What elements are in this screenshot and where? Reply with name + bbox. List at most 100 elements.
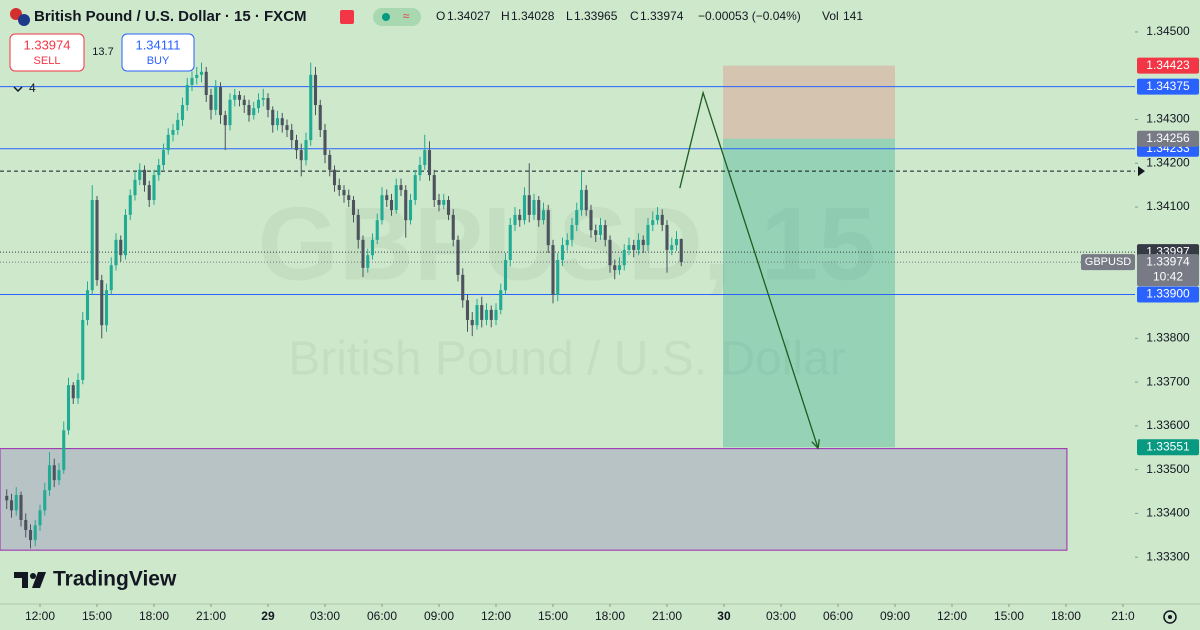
candle-body (361, 239, 365, 268)
candle-body (81, 319, 85, 380)
x-tick-label: 03:00 (310, 609, 340, 623)
candle-body (313, 74, 318, 106)
countdown: 10:42 (1153, 269, 1183, 283)
candle-body (71, 385, 75, 399)
candle-body (598, 224, 603, 236)
candle-body (465, 300, 470, 320)
y-tick-label: 1.34300 (1146, 112, 1190, 126)
candle-body (166, 134, 170, 151)
candle-body (494, 309, 498, 320)
candle-body (100, 280, 104, 326)
candle-body (76, 379, 80, 399)
y-tick-label: 1.33700 (1146, 374, 1190, 388)
candle-body (152, 175, 156, 201)
candle-body (43, 490, 47, 511)
candle-body (394, 185, 398, 211)
y-tick-label: 1.33300 (1146, 549, 1190, 563)
candle-body (294, 140, 299, 151)
spread: 13.7 (92, 46, 113, 58)
logo-text: TradingView (53, 568, 177, 591)
x-tick-label: 12:00 (25, 609, 55, 623)
candle-body (589, 210, 593, 231)
candle-body (579, 189, 584, 211)
candle-body (128, 195, 132, 215)
indicators-toggle[interactable] (13, 86, 23, 93)
candle-body (660, 214, 664, 225)
candle-body (304, 140, 308, 161)
candle-body (380, 195, 384, 221)
market-status-icon[interactable] (340, 10, 354, 24)
data-status-pill[interactable] (373, 8, 421, 26)
x-tick-label: 15:00 (538, 609, 568, 623)
target-zone (723, 138, 895, 448)
candle-body (470, 319, 474, 326)
candle-body (446, 200, 451, 215)
candle-body (119, 239, 123, 256)
candle-body (622, 249, 626, 266)
candle-body (290, 129, 294, 141)
candle-body (66, 385, 71, 431)
candle-body (199, 71, 204, 75)
x-tick-label: 09:00 (880, 609, 910, 623)
stop-zone (723, 65, 895, 139)
price-label-box (1137, 57, 1199, 74)
candles (5, 62, 683, 549)
candle-body (337, 185, 341, 190)
buy-button[interactable] (121, 33, 195, 72)
candle-body (399, 185, 403, 190)
alert-marker (1138, 166, 1145, 177)
ohlc-label: H (501, 9, 510, 23)
candle-body (551, 245, 555, 295)
candle-body (223, 115, 227, 126)
candle-body (195, 74, 199, 78)
sell-button[interactable] (9, 33, 85, 72)
candle-body (104, 290, 109, 326)
y-tick-label: 1.33400 (1146, 506, 1190, 520)
candle-body (185, 84, 189, 106)
candle-body (560, 245, 565, 260)
symbol-title[interactable]: British Pound / U.S. Dollar · 15 · FXCM (34, 8, 307, 25)
candle-body (480, 305, 484, 320)
price-label-box (1137, 439, 1199, 456)
candle-body (47, 465, 52, 491)
forecast-arrow (679, 90, 819, 449)
hidden-indicator-count: 4 (29, 81, 36, 95)
candle-body (275, 118, 280, 126)
candle-body (641, 239, 645, 246)
candle-body (233, 94, 237, 100)
candle-body (451, 214, 455, 240)
header: British Pound / U.S. Dollar · 15 · FXCM … (9, 8, 863, 95)
candle-body (309, 74, 313, 141)
candle-body (28, 530, 33, 541)
x-tick-label: 15:00 (82, 609, 112, 623)
ohlc-label: L (566, 9, 573, 23)
candle-body (176, 119, 180, 130)
ohlc-value: 1.33965 (574, 9, 618, 23)
price-label: 1.34375 (1146, 79, 1190, 93)
candle-body (427, 150, 432, 176)
y-tick-label: 1.34200 (1146, 155, 1190, 169)
candle-body (347, 195, 351, 201)
candle-body (537, 200, 541, 221)
candle-body (413, 175, 417, 201)
logo-icon (14, 572, 28, 588)
candle-body (85, 290, 90, 320)
status-dot (382, 13, 390, 21)
x-tick-label: 21:00 (196, 609, 226, 623)
candle-body (404, 189, 408, 221)
candle-body (484, 309, 489, 320)
candle-body (261, 98, 265, 100)
candle-body (594, 230, 598, 236)
settings-button[interactable] (1163, 610, 1177, 624)
candle-body (332, 169, 337, 186)
candle-body (518, 214, 522, 221)
price-label: 1.33551 (1146, 439, 1190, 453)
ohlc-value: 1.34028 (511, 9, 555, 23)
candle-body (389, 200, 394, 211)
candle-body (651, 220, 655, 225)
candle-body (508, 224, 512, 260)
status-icon: ≈ (403, 9, 410, 23)
candle-body (366, 255, 370, 268)
candle-body (161, 150, 166, 166)
